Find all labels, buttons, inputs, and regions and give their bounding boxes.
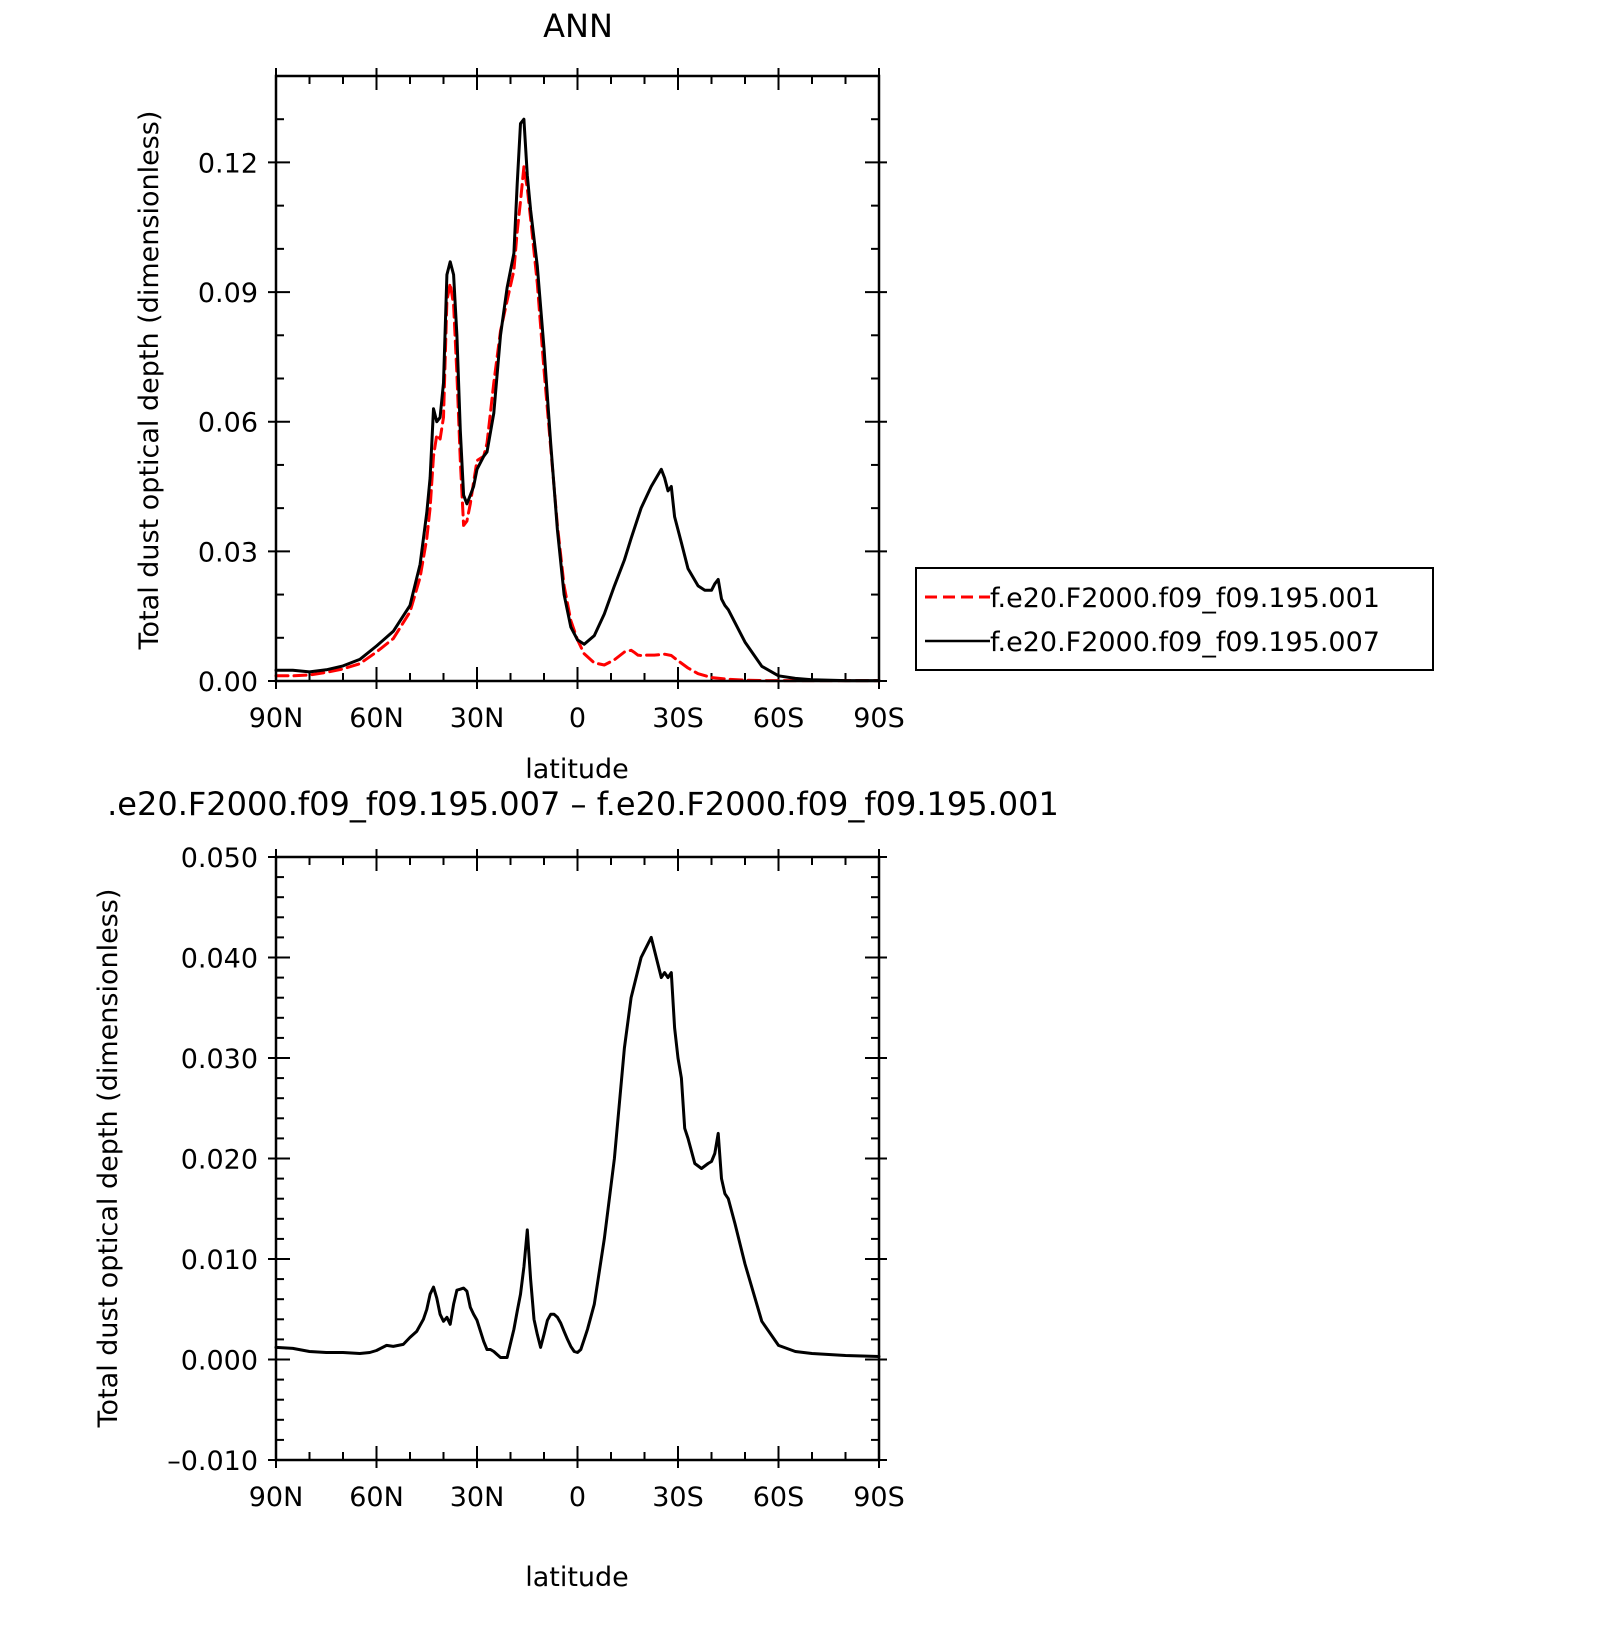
x-tick-label: 30S <box>652 1482 704 1513</box>
bottom-chart-y-axis-label: Total dust optical depth (dimensionless) <box>93 889 124 1429</box>
top-chart-series-2-line <box>274 117 881 683</box>
legend-label-series-1: f.e20.F2000.f09_f09.195.001 <box>990 583 1380 614</box>
bottom-chart-title: .e20.F2000.f09_f09.195.007 – f.e20.F2000… <box>107 785 1059 823</box>
x-tick-label: 90S <box>853 703 905 734</box>
x-tick-label: 30N <box>450 1482 505 1513</box>
x-tick-label: 90N <box>249 1482 304 1513</box>
top-chart-series-1-line <box>274 165 881 683</box>
svg-text:Total dust optical depth (dime: Total dust optical depth (dimensionless) <box>93 889 124 1429</box>
bottom-chart-series-group <box>274 935 881 1359</box>
legend-label-series-2: f.e20.F2000.f09_f09.195.007 <box>990 627 1380 658</box>
svg-text:Total dust optical depth (dime: Total dust optical depth (dimensionless) <box>134 111 165 651</box>
y-tick-label: 0.030 <box>181 1044 258 1075</box>
x-tick-label: 60S <box>753 1482 805 1513</box>
y-tick-label: 0.000 <box>181 1346 258 1377</box>
legend-box <box>915 567 1434 671</box>
top-chart-panel: ANN Total dust optical depth (dimensionl… <box>134 7 1434 785</box>
y-tick-label: 0.020 <box>181 1145 258 1176</box>
bottom-chart-x-axis-label: latitude <box>525 1562 629 1593</box>
top-chart-plot-frame <box>274 74 881 683</box>
x-tick-label: 0 <box>569 703 586 734</box>
y-tick-label: 0.00 <box>198 667 258 698</box>
x-tick-label: 60S <box>753 703 805 734</box>
y-tick-label: 0.040 <box>181 944 258 975</box>
y-tick-label: 0.03 <box>198 537 258 568</box>
x-tick-label: 90N <box>249 703 304 734</box>
y-tick-label: –0.010 <box>167 1446 258 1477</box>
x-tick-label: 90S <box>853 1482 905 1513</box>
bottom-chart-ticks: 90N 60N 30N 0 30S 60S 90S –0.010 0.000 0.010 0.020… <box>167 843 905 1513</box>
y-tick-label: 0.12 <box>198 148 258 179</box>
x-tick-label: 60N <box>349 703 404 734</box>
y-tick-label: 0.010 <box>181 1245 258 1276</box>
x-tick-label: 0 <box>569 1482 586 1513</box>
bottom-chart-series-1-line <box>274 935 881 1359</box>
y-tick-label: 0.06 <box>198 408 258 439</box>
top-chart-y-axis-label: Total dust optical depth (dimensionless) <box>134 111 165 651</box>
bottom-chart-panel: .e20.F2000.f09_f09.195.007 – f.e20.F2000… <box>93 785 1059 1593</box>
bottom-chart-plot-frame <box>274 855 881 1462</box>
top-chart-legend: f.e20.F2000.f09_f09.195.001 f.e20.F2000.… <box>915 567 1434 671</box>
top-chart-ticks: 90N 60N 30N 0 30S 60S 90S 0.00 0.03 0.06 0.09 0.12 <box>198 68 905 734</box>
top-chart-series-group <box>274 117 881 683</box>
y-tick-label: 0.09 <box>198 278 258 309</box>
x-tick-label: 60N <box>349 1482 404 1513</box>
x-tick-label: 30N <box>450 703 505 734</box>
top-chart-title: ANN <box>543 7 613 45</box>
y-tick-label: 0.050 <box>181 843 258 874</box>
top-chart-x-axis-label: latitude <box>525 754 629 785</box>
x-tick-label: 30S <box>652 703 704 734</box>
